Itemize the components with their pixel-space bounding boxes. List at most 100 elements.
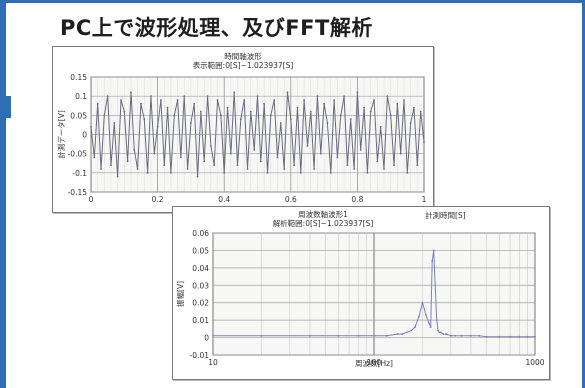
data-point [206,95,209,98]
data-point [396,333,399,335]
data-point [534,335,536,338]
data-point [273,99,276,101]
x-tick-label: 100 [367,358,382,367]
data-point [116,175,119,178]
data-point [143,118,146,121]
y-tick-label: -0.05 [68,150,88,159]
data-point [509,335,511,338]
data-point [416,164,419,167]
data-point [373,99,375,101]
data-point [212,334,214,337]
data-point [173,114,176,117]
x-tick-label: 0.2 [152,195,164,204]
chart-title: 時間軸波形 [224,51,262,61]
y-axis-label: 計測データ[V] [56,110,66,159]
data-point [259,160,262,163]
data-point [133,148,136,151]
data-point [289,118,292,121]
chart-subtitle: 解析範囲:0[S]~1.023937[S] [273,218,374,228]
data-point [363,106,365,109]
data-point [249,110,252,113]
y-tick-label: -0.01 [190,351,210,360]
data-point [170,171,172,174]
data-point [146,171,149,174]
data-point [110,164,112,167]
frequency-waveform-panel: 0.06 0.05 0.04 0.03 0.02 0.01 0 -0.01 10 100 1000 周… [172,206,550,380]
data-point [383,168,385,170]
x-tick-label: 1000 [525,358,544,367]
data-point [410,329,413,332]
data-point [349,118,352,121]
data-point [100,168,102,170]
data-point [199,110,202,113]
data-point [186,168,189,170]
data-point [434,284,437,287]
data-point [357,334,360,337]
data-point [176,99,179,101]
data-point [337,334,340,337]
data-point [229,152,232,155]
data-point [319,152,322,155]
data-point [306,145,309,147]
measure-time-label: 計測時間[S] [425,210,466,220]
data-point [263,102,266,105]
data-point [399,152,402,155]
data-point [286,91,289,94]
data-point [333,99,335,101]
y-tick-label: 0.06 [192,229,209,238]
data-point [421,301,424,304]
chart-subtitle: 表示範囲:0[S]~1.023937[S] [193,60,294,70]
right-accent-bar [582,3,585,388]
time-waveform-panel: 0.15 0.1 0.05 0 -0.05 -0.1 -0.15 0 0.2 0.4 0.6 0.8 1… [52,46,434,213]
data-point [213,164,216,167]
data-point [393,164,395,167]
data-point [219,114,222,117]
data-point [376,160,379,163]
data-point [113,122,116,124]
left-accent-bar [0,3,6,388]
data-point [233,91,236,94]
data-point [396,102,399,105]
data-point [90,125,92,128]
data-point [439,331,442,334]
y-tick-label: 0.03 [192,281,209,290]
data-point [226,106,229,109]
data-point [403,99,405,101]
data-point [326,122,329,124]
data-point [150,95,152,98]
x-tick-label: 0.6 [285,195,297,204]
data-point [276,156,279,159]
data-point [316,95,319,98]
data-point [323,102,325,105]
data-point [120,99,122,101]
y-tick-label: 0.04 [192,264,209,273]
data-point [296,106,299,109]
data-point [183,95,186,98]
x-tick-label: 0.4 [218,195,230,204]
data-point [163,164,166,167]
data-point [498,335,501,338]
y-tick-label: 0.05 [192,246,209,255]
x-tick-label: 0 [89,195,94,204]
x-tick-label: 10 [208,358,218,367]
y-tick-label: 0.02 [192,299,209,308]
data-point [454,334,457,337]
y-tick-label: 0.01 [192,316,209,325]
data-point [336,156,339,159]
data-point [414,326,416,329]
data-point [106,95,109,98]
x-axis-label: 周波数[Hz] [355,358,393,368]
data-point [419,110,422,113]
data-point [409,122,412,124]
data-point [303,99,306,101]
data-point [193,102,196,105]
data-point [103,114,106,117]
data-point [356,91,359,94]
data-point [260,334,263,337]
y-tick-label: 0.1 [75,92,87,101]
y-tick-label: -0.15 [68,188,88,197]
data-point [428,322,431,325]
data-point [153,152,156,155]
data-point [166,106,169,109]
